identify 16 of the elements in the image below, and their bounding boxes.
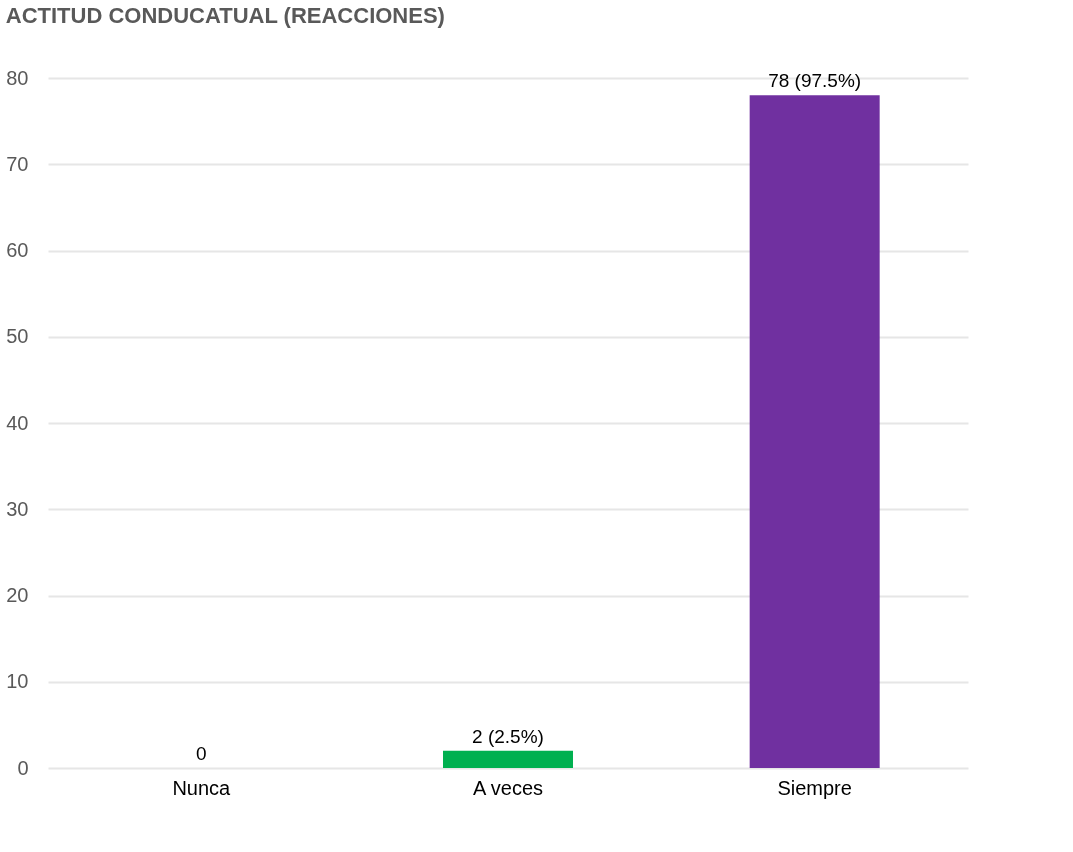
y-tick-label: 50 <box>6 325 29 348</box>
x-tick-label: Nunca <box>172 776 232 799</box>
y-tick-label: 70 <box>6 152 29 175</box>
y-tick-label: 80 <box>6 66 29 89</box>
y-tick-label: 40 <box>6 411 29 434</box>
x-tick-label: A veces <box>472 776 544 799</box>
data-label: 0 <box>196 743 207 764</box>
chart-title: ACTITUD CONDUCATUAL (REACCIONES) <box>5 3 445 28</box>
y-tick-label: 0 <box>17 756 29 779</box>
data-label: 2 (2.5%) <box>472 725 544 747</box>
y-tick-label: 30 <box>6 497 29 520</box>
y-tick-label: 20 <box>6 584 29 606</box>
y-tick-label: 10 <box>6 670 29 693</box>
data-label: 78 (97.5%) <box>768 70 862 92</box>
x-tick-label: Siempre <box>777 776 852 799</box>
y-tick-label: 60 <box>6 239 29 261</box>
